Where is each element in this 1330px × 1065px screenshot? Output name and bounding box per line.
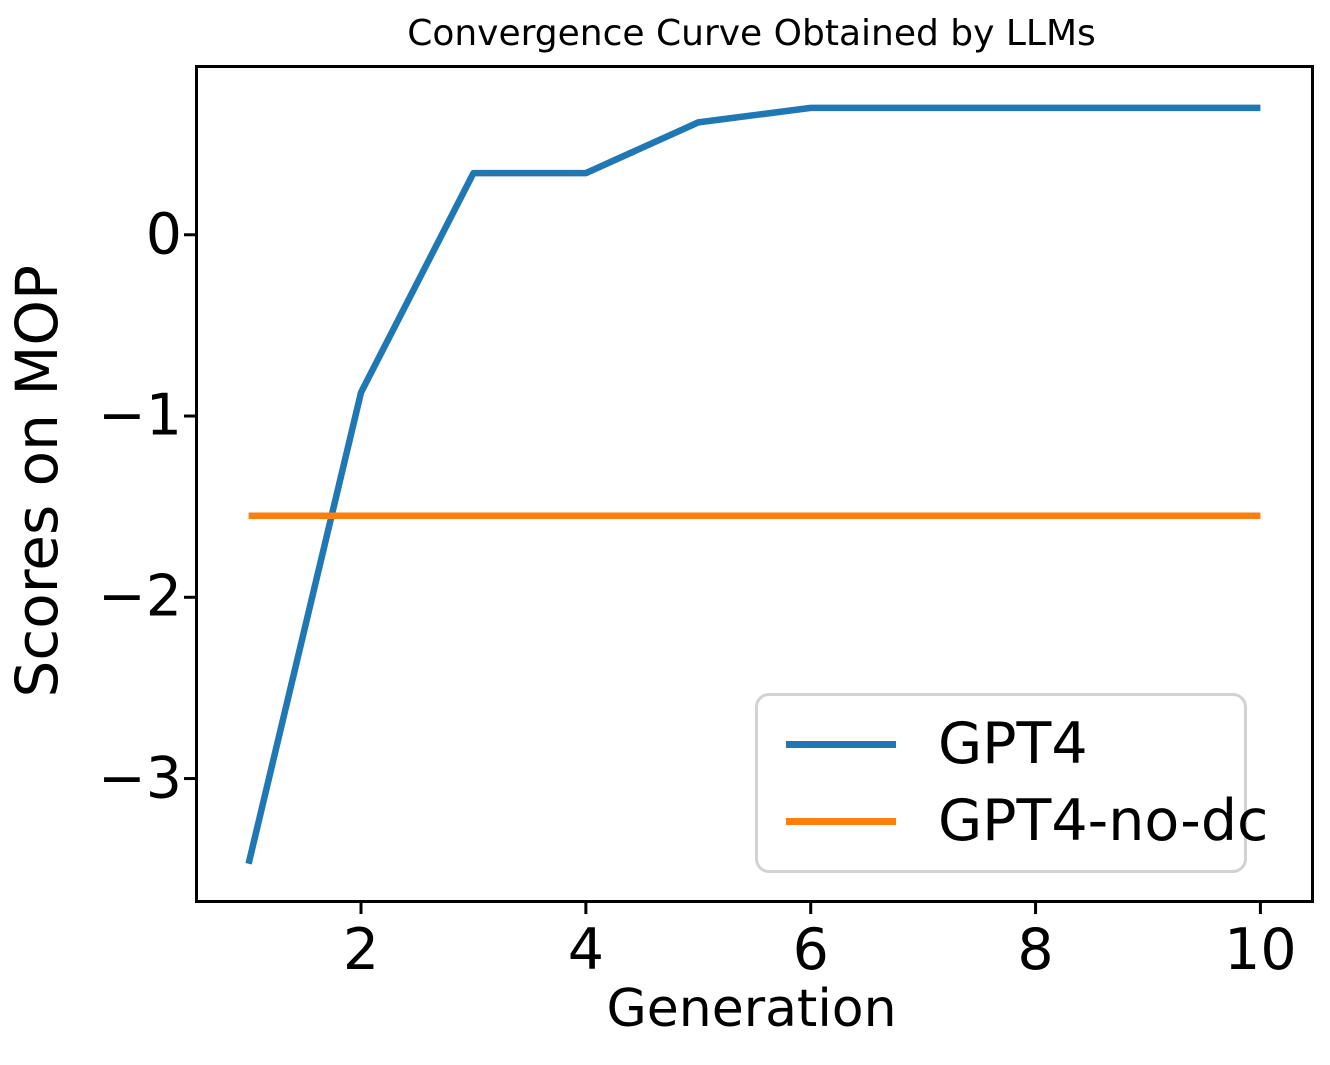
legend-row: GPT4 [786, 716, 1244, 773]
x-tick-label: 6 [792, 917, 829, 983]
y-tick-label: −1 [97, 382, 182, 449]
x-tick-label: 4 [567, 917, 604, 983]
y-axis-label: Scores on MOP [3, 264, 71, 698]
y-axis-label-wrap: Scores on MOP [2, 65, 72, 897]
plot-area: 2 4 6 8 10 0 −1 −2 −3 GPT4 GPT4-no-dc [98, 65, 1314, 979]
x-tick-label: 2 [342, 917, 380, 983]
legend-label-gpt4: GPT4 [938, 711, 1088, 777]
y-tick-label: 0 [145, 201, 182, 268]
x-tick-label: 8 [1017, 917, 1054, 983]
legend-row: GPT4-no-dc [786, 793, 1268, 850]
legend-line-gpt4-no-dc [786, 818, 896, 825]
chart-title: Convergence Curve Obtained by LLMs [407, 13, 1096, 54]
x-tick-label: 10 [1224, 917, 1297, 983]
plot-canvas [184, 104, 1262, 914]
x-axis-label: Generation [606, 979, 897, 1039]
y-tick-label: −3 [97, 745, 182, 812]
legend-label-gpt4-no-dc: GPT4-no-dc [938, 788, 1269, 854]
series-line-gpt4 [245, 104, 1261, 865]
legend: GPT4 GPT4-no-dc [755, 693, 1268, 873]
legend-line-gpt4 [786, 741, 896, 748]
y-tick-label: −2 [97, 563, 182, 630]
